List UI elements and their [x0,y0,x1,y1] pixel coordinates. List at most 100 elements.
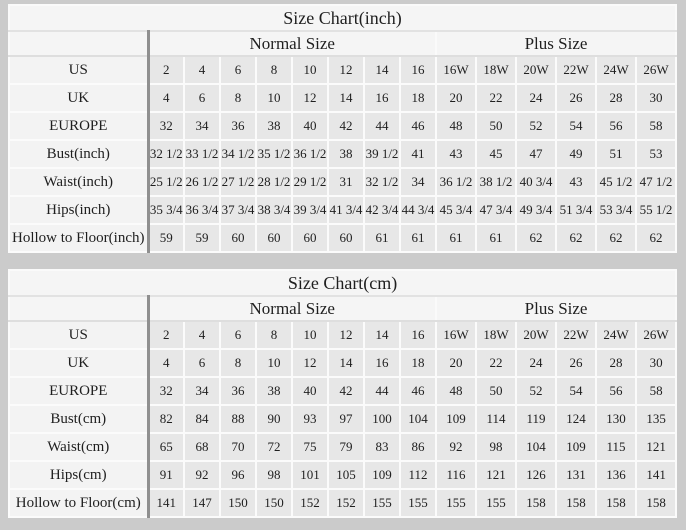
plus-size-value-cell: 121 [475,460,517,490]
plus-size-value-cell: 109 [555,432,597,462]
plus-size-value-cell: 53 [635,139,677,169]
plus-size-value-cell: 20W [515,55,557,85]
normal-size-value-cell: 14 [363,320,401,350]
normal-size-value-cell: 38 [327,139,365,169]
plus-size-value-cell: 26 [555,83,597,113]
normal-size-value-cell: 18 [399,348,437,378]
normal-size-value-cell: 44 [363,111,401,141]
normal-size-value-cell: 32 1/2 [363,167,401,197]
plus-size-value-cell: 119 [515,404,557,434]
normal-size-value-cell: 16 [399,55,437,85]
normal-size-value-cell: 29 1/2 [291,167,329,197]
plus-size-value-cell: 38 1/2 [475,167,517,197]
normal-size-value-cell: 2 [147,320,185,350]
plus-size-value-cell: 124 [555,404,597,434]
normal-size-value-cell: 44 [363,376,401,406]
normal-size-value-cell: 150 [219,488,257,518]
row-label: Hips(inch) [8,195,150,225]
normal-size-value-cell: 4 [147,348,185,378]
plus-size-value-cell: 36 1/2 [435,167,477,197]
normal-size-value-cell: 79 [327,432,365,462]
normal-size-value-cell: 91 [147,460,185,490]
plus-size-value-cell: 51 3/4 [555,195,597,225]
row-label: UK [8,83,150,113]
normal-size-value-cell: 90 [255,404,293,434]
normal-size-value-cell: 38 [255,376,293,406]
normal-size-value-cell: 16 [399,320,437,350]
plus-size-value-cell: 126 [515,460,557,490]
plus-size-value-cell: 20W [515,320,557,350]
plus-size-value-cell: 47 3/4 [475,195,517,225]
plus-size-value-cell: 135 [634,404,678,434]
table-row: UK 4 6 8 10 12 14 16 18 20 22 24 26 28 30 [8,348,678,378]
plus-size-value-cell: 158 [595,488,637,518]
table-row: Hips(cm) 91 92 96 98 101 105 109 112 116 121 126 131… [8,460,678,490]
row-label: Bust(cm) [8,404,150,434]
plus-size-value-cell: 50 [475,376,517,406]
normal-size-value-cell: 12 [327,320,365,350]
plus-size-value-cell: 114 [475,404,517,434]
column-group-row: Normal Size Plus Size [8,295,678,322]
normal-size-value-cell: 83 [363,432,401,462]
normal-size-value-cell: 6 [183,83,221,113]
normal-size-value-cell: 37 3/4 [219,195,257,225]
row-label: Hollow to Floor(inch) [8,223,150,253]
corner-cell [8,30,150,57]
normal-size-value-cell: 6 [219,320,257,350]
table-row: UK 4 6 8 10 12 14 16 18 20 22 24 26 28 30 [8,83,677,113]
normal-size-value-cell: 25 1/2 [147,167,185,197]
table-title-row: Size Chart(inch) [8,4,677,32]
normal-size-value-cell: 35 3/4 [147,195,185,225]
plus-size-value-cell: 54 [555,376,597,406]
plus-size-value-cell: 116 [435,460,477,490]
plus-size-value-cell: 24 [515,83,557,113]
normal-size-value-cell: 41 3/4 [327,195,365,225]
table-title: Size Chart(inch) [8,4,677,32]
normal-size-value-cell: 101 [291,460,329,490]
normal-size-value-cell: 8 [255,320,293,350]
normal-size-value-cell: 10 [255,348,293,378]
normal-size-value-cell: 46 [399,111,437,141]
normal-size-value-cell: 28 1/2 [255,167,293,197]
plus-size-value-cell: 115 [595,432,637,462]
normal-size-value-cell: 155 [363,488,401,518]
table-title: Size Chart(cm) [7,269,678,297]
normal-size-value-cell: 36 1/2 [291,139,329,169]
normal-size-value-cell: 16 [363,83,401,113]
normal-size-value-cell: 35 1/2 [255,139,293,169]
plus-size-value-cell: 58 [635,111,677,141]
normal-size-value-cell: 100 [363,404,401,434]
plus-size-value-cell: 130 [595,404,637,434]
normal-size-value-cell: 88 [219,404,257,434]
normal-size-value-cell: 147 [183,488,221,518]
normal-size-value-cell: 59 [147,223,185,253]
normal-size-value-cell: 60 [219,223,257,253]
normal-size-value-cell: 96 [219,460,257,490]
plus-size-value-cell: 49 3/4 [515,195,557,225]
normal-size-value-cell: 42 [327,376,365,406]
size-chart-cm-table: Size Chart(cm) Normal Size Plus Size US 2… [7,269,678,518]
normal-size-value-cell: 70 [219,432,257,462]
plus-size-header: Plus Size [434,295,678,322]
normal-size-value-cell: 112 [399,460,437,490]
table-row: Bust(cm) 82 84 88 90 93 97 100 104 109 114 119 124 13… [8,404,678,434]
normal-size-value-cell: 16 [363,348,401,378]
table-row: US 2 4 6 8 10 12 14 16 16W 18W 20W 22W 24W 26W [8,320,678,350]
plus-size-value-cell: 61 [435,223,477,253]
plus-size-value-cell: 53 3/4 [595,195,637,225]
plus-size-value-cell: 26W [635,55,677,85]
plus-size-value-cell: 28 [595,83,637,113]
row-label: Waist(cm) [8,432,150,462]
normal-size-value-cell: 2 [147,55,185,85]
plus-size-value-cell: 136 [595,460,637,490]
normal-size-value-cell: 38 3/4 [255,195,293,225]
table-row: US 2 4 6 8 10 12 14 16 16W 18W 20W 22W 24W 26W [8,55,677,85]
plus-size-value-cell: 131 [555,460,597,490]
normal-size-value-cell: 93 [291,404,329,434]
normal-size-value-cell: 60 [291,223,329,253]
plus-size-value-cell: 62 [635,223,677,253]
column-group-row: Normal Size Plus Size [8,30,677,57]
normal-size-value-cell: 14 [363,55,401,85]
normal-size-value-cell: 105 [327,460,365,490]
row-label: EUROPE [8,376,150,406]
